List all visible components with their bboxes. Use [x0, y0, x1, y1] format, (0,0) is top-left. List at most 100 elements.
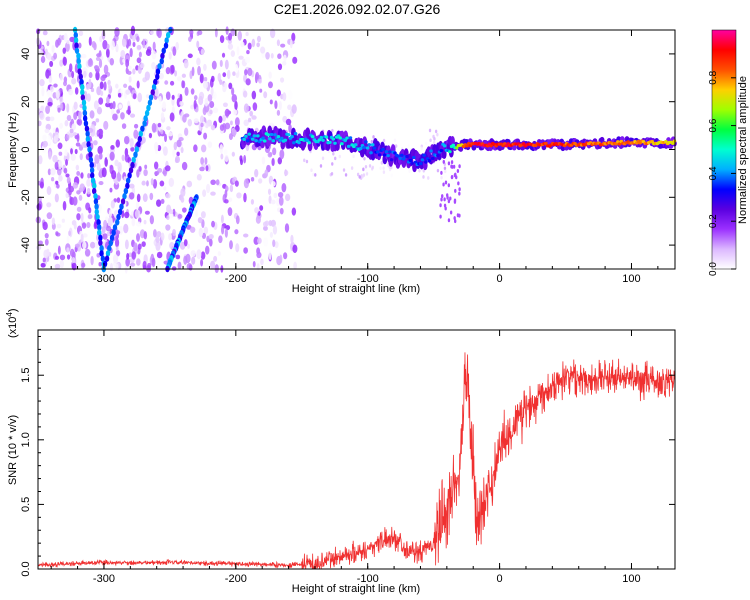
noise-speck	[168, 209, 174, 215]
noise-speck	[273, 192, 278, 199]
noise-speck	[196, 174, 202, 181]
signal-tail	[456, 213, 460, 218]
signal-core	[389, 158, 394, 162]
noise-speck	[49, 116, 55, 122]
noise-speck	[183, 59, 189, 69]
noise-speck	[244, 69, 248, 76]
diagonal-track-segment	[160, 52, 165, 60]
noise-speck	[193, 144, 198, 153]
noise-speck	[223, 149, 228, 155]
signal-tail	[449, 210, 453, 215]
signal-core	[370, 143, 375, 147]
noise-speck	[105, 225, 112, 232]
noise-speck	[143, 169, 148, 177]
noise-speck	[71, 123, 77, 131]
noise-speck	[312, 172, 315, 177]
noise-speck	[155, 199, 162, 207]
noise-speck	[116, 109, 121, 114]
noise-speck	[179, 101, 183, 106]
noise-speck	[202, 80, 209, 89]
noise-speck	[267, 81, 273, 89]
noise-speck	[100, 75, 106, 82]
noise-speck	[261, 156, 266, 165]
diagonal-track-segment	[96, 219, 101, 226]
noise-speck	[221, 52, 226, 58]
noise-speck	[364, 164, 368, 169]
diagonal-track-segment	[99, 250, 104, 257]
noise-speck	[93, 140, 98, 146]
noise-speck	[169, 242, 175, 250]
noise-speck	[182, 207, 187, 213]
noise-speck	[104, 156, 108, 167]
noise-speck	[65, 173, 70, 178]
noise-speck	[163, 186, 167, 191]
noise-speck	[99, 35, 103, 43]
noise-speck	[84, 248, 91, 257]
noise-speck	[408, 169, 411, 173]
signal-core	[420, 158, 425, 162]
diagonal-track-segment	[95, 213, 100, 221]
noise-speck	[40, 262, 46, 268]
noise-speck	[176, 151, 180, 157]
noise-speck	[55, 90, 60, 99]
diagonal-track-segment	[155, 73, 160, 80]
noise-speck	[292, 244, 298, 254]
noise-speck	[44, 128, 50, 134]
noise-speck	[103, 81, 107, 91]
noise-speck	[114, 238, 120, 248]
signal-core	[290, 134, 294, 139]
signal-tail	[440, 197, 443, 202]
noise-speck	[50, 167, 56, 176]
snr-scale-note: (x104)	[5, 308, 19, 338]
noise-speck	[115, 139, 121, 148]
noise-speck	[152, 178, 158, 189]
noise-speck	[190, 250, 196, 257]
noise-speck	[231, 128, 237, 136]
noise-speck	[443, 166, 447, 171]
signal-core	[348, 136, 353, 140]
noise-speck	[66, 103, 70, 113]
noise-speck	[105, 102, 111, 108]
signal-tail	[446, 193, 449, 198]
noise-speck	[198, 95, 204, 106]
noise-speck	[203, 226, 209, 235]
noise-speck	[444, 174, 447, 179]
noise-speck	[142, 193, 148, 203]
noise-speck	[189, 29, 194, 36]
noise-speck	[164, 80, 169, 85]
noise-speck	[269, 28, 276, 39]
noise-speck	[197, 65, 201, 76]
noise-speck	[86, 93, 91, 102]
noise-speck	[237, 30, 242, 41]
diagonal-track-segment	[90, 177, 96, 184]
noise-speck	[180, 146, 184, 154]
noise-speck	[252, 102, 258, 111]
noise-speck	[205, 165, 209, 172]
noise-speck	[85, 256, 89, 266]
noise-speck	[46, 248, 50, 256]
noise-speck	[212, 91, 217, 100]
noise-speck	[59, 259, 65, 269]
noise-speck	[288, 123, 292, 133]
noise-speck	[205, 245, 210, 255]
noise-speck	[209, 109, 213, 115]
diagonal-track-segment	[125, 177, 131, 184]
noise-speck	[246, 50, 250, 55]
noise-speck	[220, 214, 224, 224]
noise-speck	[44, 232, 49, 239]
noise-speck	[144, 210, 150, 215]
noise-speck	[120, 49, 126, 59]
signal-core	[410, 161, 414, 165]
noise-speck	[114, 27, 120, 37]
noise-speck	[159, 180, 165, 187]
noise-speck	[94, 154, 100, 164]
noise-speck	[174, 70, 178, 77]
noise-speck	[247, 67, 253, 77]
noise-speck	[110, 40, 115, 51]
noise-speck	[185, 253, 191, 264]
signal-tail	[456, 169, 460, 174]
snr-scale-prefix: (x10	[7, 317, 19, 338]
noise-speck	[80, 212, 84, 222]
noise-speck	[254, 169, 259, 178]
noise-speck	[49, 60, 54, 67]
